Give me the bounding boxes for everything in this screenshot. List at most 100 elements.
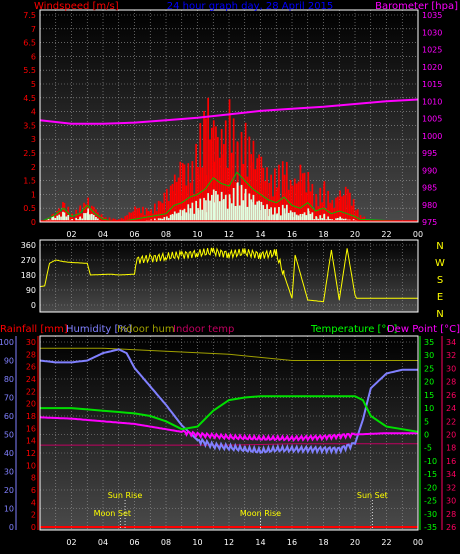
wind-gust-bar bbox=[166, 188, 168, 222]
rainfall-label: Rainfall [mm] bbox=[0, 324, 68, 335]
wind-gust-bar bbox=[205, 118, 207, 222]
temperature-tick-label: -15 bbox=[424, 470, 437, 479]
wind-gust-bar bbox=[258, 154, 260, 222]
wind-gust-bar bbox=[278, 164, 280, 222]
time-tick-label: 20 bbox=[350, 230, 360, 239]
wind-average-bar bbox=[60, 216, 62, 222]
barometer-tick-label: 990 bbox=[422, 166, 437, 175]
windspeed-tick-label: 7 bbox=[31, 25, 36, 34]
wind-gust-bar bbox=[272, 196, 274, 222]
moon-set-label: Moon Set bbox=[94, 509, 131, 518]
wind-average-bar bbox=[62, 211, 64, 222]
wind-average-bar bbox=[315, 216, 318, 222]
rainfall-tick-label: 6 bbox=[31, 486, 36, 495]
wind-gust-bar bbox=[236, 142, 239, 222]
wind-average-bar bbox=[217, 194, 219, 222]
wind-gust-bar bbox=[311, 184, 314, 222]
wind-gust-bar bbox=[217, 137, 219, 222]
wind-average-bar bbox=[280, 215, 282, 222]
humidity-line bbox=[39, 348, 418, 455]
temp-panel-grid bbox=[40, 336, 418, 530]
wind-average-bar bbox=[238, 205, 241, 222]
wind-gust-bar bbox=[286, 162, 288, 222]
wind-average-bar bbox=[268, 209, 271, 222]
temperature-axis: -35 -30 -25 -20 -15 -10 -5 0 5 10 15 20 25 30 35 bbox=[419, 336, 437, 532]
wind-average-bar bbox=[284, 213, 286, 222]
wind-gust-bar bbox=[341, 196, 343, 222]
wind-average-bar bbox=[335, 218, 337, 222]
temperature-tick-label: 0 bbox=[424, 431, 429, 440]
humidity-tick-label: 10 bbox=[4, 505, 14, 514]
humidity-tick-label: 80 bbox=[4, 375, 14, 384]
wind-gust-bar bbox=[221, 154, 223, 222]
wind-average-bar bbox=[244, 188, 247, 222]
dew-point-tick-label: 18 bbox=[446, 444, 456, 453]
wind-gust-bar bbox=[347, 189, 349, 222]
wind-average-bar bbox=[274, 207, 276, 222]
wind-gust-bar bbox=[187, 163, 190, 222]
wind-gust-bar bbox=[183, 164, 186, 222]
wind-average-bar bbox=[203, 197, 205, 222]
barometer-tick-label: 1005 bbox=[422, 115, 442, 124]
time-tick-label: 22 bbox=[381, 230, 391, 239]
wind-gust-bar bbox=[355, 210, 357, 222]
wind-average-bar bbox=[229, 198, 231, 222]
wind-average-bar bbox=[270, 207, 272, 222]
wind-gust-bar bbox=[358, 218, 361, 222]
wind-average-bar bbox=[159, 218, 162, 222]
rainfall-tick-label: 8 bbox=[31, 474, 36, 483]
wind-average-bar bbox=[252, 194, 255, 222]
temp-panel-data: Moon Set Sun Rise Moon Rise Sun Set bbox=[39, 347, 419, 530]
wind-gust-bar bbox=[120, 217, 123, 222]
wind-average-bar bbox=[54, 218, 57, 222]
wind-average-bar bbox=[181, 210, 184, 222]
barometer-tick-label: 985 bbox=[422, 184, 437, 193]
wind-average-bar bbox=[157, 218, 160, 222]
time-tick-label: 12 bbox=[224, 230, 234, 239]
wind-gust-bar bbox=[323, 181, 326, 222]
wind-average-bar bbox=[295, 214, 298, 222]
time-tick-label: 02 bbox=[66, 230, 76, 239]
wind-gust-bar bbox=[203, 111, 205, 222]
wind-gust-bar bbox=[65, 210, 68, 222]
wind-average-bar bbox=[286, 204, 288, 222]
dew-point-tick-label: 26 bbox=[446, 391, 456, 400]
wind-average-bar bbox=[56, 215, 59, 222]
dew-point-axis: 34 32 30 28 26 24 22 20 18 16 34 32 30 28 26 bbox=[441, 336, 456, 532]
wind-average-bar bbox=[327, 216, 329, 222]
wind-gust-bar bbox=[211, 127, 213, 222]
wind-gust-bar bbox=[307, 182, 310, 222]
wind-gust-bar bbox=[325, 208, 328, 222]
wind-average-bar bbox=[248, 193, 251, 222]
wind-average-bar bbox=[226, 208, 229, 222]
wind-average-bar bbox=[276, 213, 278, 222]
wind-average-bar bbox=[58, 214, 60, 222]
wind-gust-bar bbox=[159, 201, 162, 222]
rainfall-tick-label: 18 bbox=[26, 412, 36, 421]
wind-average-bar bbox=[323, 213, 326, 222]
wind-average-bar bbox=[278, 207, 280, 222]
wind-average-bar bbox=[183, 208, 186, 222]
wind-gust-bar bbox=[266, 167, 268, 222]
wind-average-bar bbox=[218, 201, 221, 222]
wind-gust-bar bbox=[295, 183, 298, 222]
wind-gust-bar bbox=[234, 181, 237, 222]
windspeed-tick-label: 3 bbox=[31, 135, 36, 144]
time-tick-label: 16 bbox=[287, 538, 297, 547]
wind-average-bar bbox=[260, 201, 263, 222]
wind-gust-bar bbox=[95, 209, 97, 222]
wind-average-bar bbox=[207, 193, 209, 222]
dew-point-tick-label: 28 bbox=[446, 378, 456, 387]
windspeed-tick-label: 2 bbox=[31, 163, 36, 172]
time-tick-label: 08 bbox=[161, 538, 171, 547]
indoor-humidity-line bbox=[40, 347, 418, 361]
dew-point-label: Dew Point [°C] bbox=[387, 324, 460, 335]
windspeed-tick-label: 5.5 bbox=[23, 66, 36, 75]
direction-tick-label: 180 bbox=[21, 271, 36, 280]
time-tick-label: 04 bbox=[98, 538, 108, 547]
wind-gust-bar bbox=[301, 173, 304, 222]
dew-point-tick-label: 30 bbox=[446, 364, 456, 373]
dew-point-tick-label: 28 bbox=[446, 510, 456, 519]
wind-gust-bar bbox=[197, 174, 200, 222]
wind-average-bar bbox=[236, 182, 239, 222]
